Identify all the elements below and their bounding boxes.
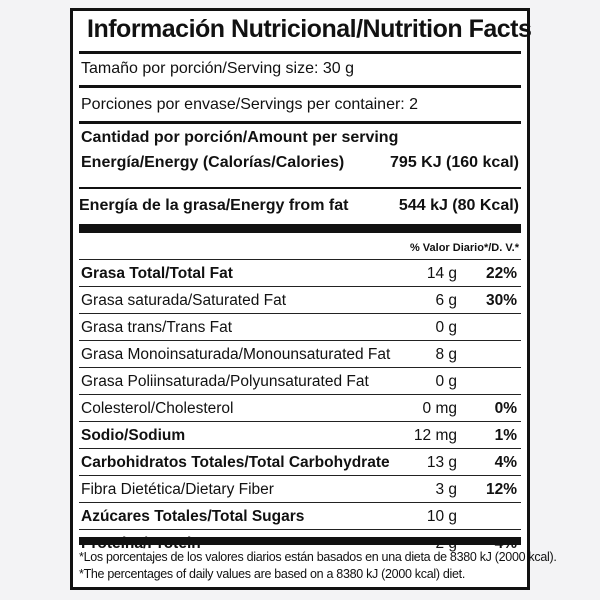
nutrient-row: Sodio/Sodium 12 mg 1% bbox=[79, 421, 521, 449]
nutrient-dv: 4% bbox=[494, 454, 517, 471]
nutrient-dv: 0% bbox=[494, 400, 517, 417]
divider bbox=[79, 187, 521, 189]
servings-per-container: Porciones por envase/Servings per contai… bbox=[81, 96, 419, 113]
energy-fat-value: 544 kJ (80 Kcal) bbox=[398, 197, 519, 214]
nutrition-label: Información Nutricional/Nutrition Facts … bbox=[70, 8, 557, 590]
thick-divider bbox=[79, 224, 521, 233]
nutrient-dv: 12% bbox=[485, 481, 517, 498]
nutrient-amount: 10 g bbox=[426, 508, 457, 525]
energy-value: 795 KJ (160 kcal) bbox=[390, 154, 519, 171]
nutrient-name: Carbohidratos Totales/Total Carbohydrate bbox=[81, 454, 390, 471]
nutrient-dv: 30% bbox=[485, 292, 517, 309]
nutrient-row: Grasa Total/Total Fat 14 g 22% bbox=[79, 259, 521, 287]
nutrient-row: Carbohidratos Totales/Total Carbohydrate… bbox=[79, 448, 521, 476]
nutrient-amount: 14 g bbox=[426, 265, 457, 282]
serving-size: Tamaño por porción/Serving size: 30 g bbox=[81, 60, 355, 77]
nutrient-name: Fibra Dietética/Dietary Fiber bbox=[81, 481, 274, 498]
footnote-es: *Los porcentajes de los valores diarios … bbox=[79, 550, 557, 564]
thick-divider bbox=[79, 537, 521, 545]
nutrient-name: Grasa Monoinsaturada/Monounsaturated Fat bbox=[81, 346, 391, 363]
nutrient-row: Grasa saturada/Saturated Fat 6 g 30% bbox=[79, 286, 521, 314]
nutrient-dv: 1% bbox=[494, 427, 517, 444]
nutrient-amount: 6 g bbox=[435, 292, 457, 309]
footnote-en: *The percentages of daily values are bas… bbox=[79, 567, 465, 581]
nutrient-row: Grasa Poliinsaturada/Polyunsaturated Fat… bbox=[79, 367, 521, 395]
energy-fat-label: Energía de la grasa/Energy from fat bbox=[79, 197, 349, 214]
divider bbox=[79, 51, 521, 54]
nutrient-amount: 3 g bbox=[435, 481, 457, 498]
nutrient-row: Fibra Dietética/Dietary Fiber 3 g 12% bbox=[79, 475, 521, 503]
nutrient-amount: 0 mg bbox=[422, 400, 457, 417]
nutrient-amount: 0 g bbox=[435, 319, 457, 336]
nutrient-amount: 8 g bbox=[435, 346, 457, 363]
nutrient-name: Sodio/Sodium bbox=[81, 427, 186, 444]
nutrient-dv: 22% bbox=[485, 265, 517, 282]
nutrient-name: Azúcares Totales/Total Sugars bbox=[81, 508, 305, 525]
nutrient-amount: 13 g bbox=[426, 454, 457, 471]
dv-header: % Valor Diario*/D. V.* bbox=[409, 242, 519, 254]
label-title: Información Nutricional/Nutrition Facts bbox=[87, 15, 532, 43]
divider bbox=[79, 121, 521, 124]
nutrient-amount: 12 mg bbox=[413, 427, 457, 444]
nutrient-name: Grasa trans/Trans Fat bbox=[81, 319, 233, 336]
nutrient-row: Azúcares Totales/Total Sugars 10 g bbox=[79, 502, 521, 530]
nutrient-row: Colesterol/Cholesterol 0 mg 0% bbox=[79, 394, 521, 422]
energy-label: Energía/Energy (Calorías/Calories) bbox=[81, 154, 345, 171]
amount-per-serving: Cantidad por porción/Amount per serving bbox=[81, 129, 399, 146]
nutrient-name: Grasa Total/Total Fat bbox=[81, 265, 233, 282]
nutrient-amount: 0 g bbox=[435, 373, 457, 390]
nutrient-name: Grasa saturada/Saturated Fat bbox=[81, 292, 287, 309]
nutrient-name: Grasa Poliinsaturada/Polyunsaturated Fat bbox=[81, 373, 369, 390]
nutrient-row: Grasa trans/Trans Fat 0 g bbox=[79, 313, 521, 341]
nutrient-row: Grasa Monoinsaturada/Monounsaturated Fat… bbox=[79, 340, 521, 368]
nutrient-name: Colesterol/Cholesterol bbox=[81, 400, 234, 417]
divider bbox=[79, 85, 521, 88]
